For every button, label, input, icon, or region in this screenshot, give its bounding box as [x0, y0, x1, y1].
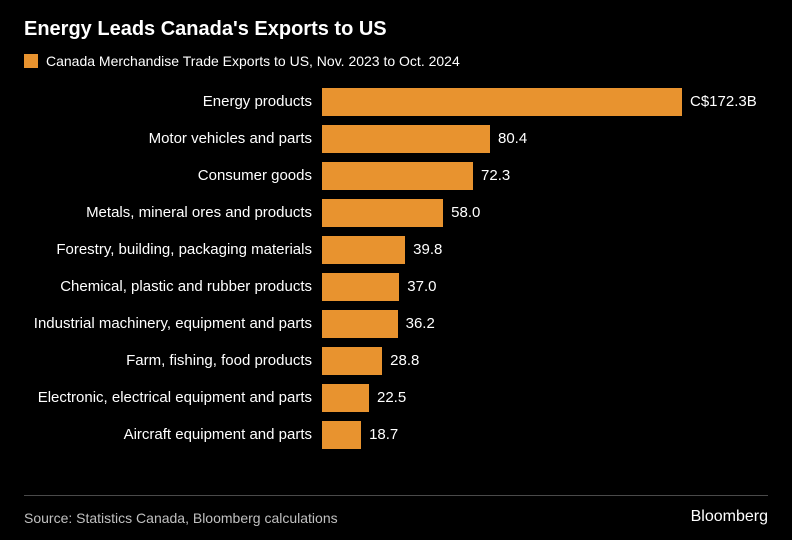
chart-row: Motor vehicles and parts 80.4: [24, 120, 768, 157]
bar: [322, 310, 398, 338]
bar-value: 37.0: [407, 278, 436, 295]
chart-row: Electronic, electrical equipment and par…: [24, 379, 768, 416]
row-label: Consumer goods: [24, 167, 322, 184]
row-bar-area: 39.8: [322, 231, 768, 268]
chart-row: Industrial machinery, equipment and part…: [24, 305, 768, 342]
bar-value: 39.8: [413, 241, 442, 258]
bar: [322, 421, 361, 449]
chart-title: Energy Leads Canada's Exports to US: [24, 18, 768, 41]
chart-row: Forestry, building, packaging materials 3…: [24, 231, 768, 268]
row-label: Energy products: [24, 93, 322, 110]
row-label: Industrial machinery, equipment and part…: [24, 315, 322, 332]
bar: [322, 236, 405, 264]
row-bar-area: 37.0: [322, 268, 768, 305]
bar: [322, 125, 490, 153]
brand-label: Bloomberg: [691, 508, 768, 526]
row-label: Metals, mineral ores and products: [24, 204, 322, 221]
row-label: Farm, fishing, food products: [24, 352, 322, 369]
bar: [322, 88, 682, 116]
bar-value: 58.0: [451, 204, 480, 221]
row-bar-area: 58.0: [322, 194, 768, 231]
bar: [322, 273, 399, 301]
source-text: Source: Statistics Canada, Bloomberg cal…: [24, 510, 338, 526]
chart-row: Metals, mineral ores and products 58.0: [24, 194, 768, 231]
row-label: Electronic, electrical equipment and par…: [24, 389, 322, 406]
footer: Source: Statistics Canada, Bloomberg cal…: [24, 495, 768, 526]
row-bar-area: 72.3: [322, 157, 768, 194]
bar-value: C$172.3B: [690, 93, 757, 110]
bar-value: 18.7: [369, 426, 398, 443]
bar-value: 22.5: [377, 389, 406, 406]
bar: [322, 347, 382, 375]
row-label: Aircraft equipment and parts: [24, 426, 322, 443]
row-label: Chemical, plastic and rubber products: [24, 278, 322, 295]
bar: [322, 199, 443, 227]
row-bar-area: C$172.3B: [322, 83, 768, 120]
row-bar-area: 18.7: [322, 416, 768, 453]
chart-row: Aircraft equipment and parts 18.7: [24, 416, 768, 453]
row-bar-area: 28.8: [322, 342, 768, 379]
chart-container: Energy Leads Canada's Exports to US Cana…: [0, 0, 792, 465]
row-bar-area: 36.2: [322, 305, 768, 342]
row-bar-area: 80.4: [322, 120, 768, 157]
chart-row: Energy products C$172.3B: [24, 83, 768, 120]
bar-value: 72.3: [481, 167, 510, 184]
legend-swatch: [24, 54, 38, 68]
bar-chart: Energy products C$172.3B Motor vehicles an…: [24, 83, 768, 453]
row-bar-area: 22.5: [322, 379, 768, 416]
bar-value: 28.8: [390, 352, 419, 369]
row-label: Motor vehicles and parts: [24, 130, 322, 147]
legend: Canada Merchandise Trade Exports to US, …: [24, 53, 768, 69]
chart-row: Farm, fishing, food products 28.8: [24, 342, 768, 379]
bar: [322, 384, 369, 412]
chart-row: Chemical, plastic and rubber products 37.…: [24, 268, 768, 305]
chart-row: Consumer goods 72.3: [24, 157, 768, 194]
bar-value: 36.2: [406, 315, 435, 332]
legend-label: Canada Merchandise Trade Exports to US, …: [46, 53, 460, 69]
row-label: Forestry, building, packaging materials: [24, 241, 322, 258]
bar-value: 80.4: [498, 130, 527, 147]
bar: [322, 162, 473, 190]
